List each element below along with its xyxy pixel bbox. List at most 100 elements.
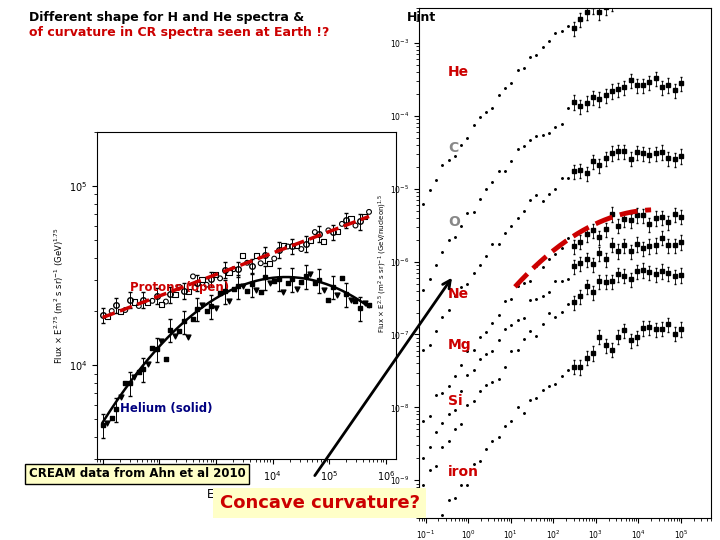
Point [436, 389, 448, 397]
Point [449, 292, 461, 300]
Text: O: O [448, 215, 460, 230]
Point [518, 408, 530, 417]
Point [537, 320, 549, 328]
Point [468, 366, 480, 375]
Point [197, 275, 208, 284]
Text: Si: Si [448, 394, 463, 408]
Point [133, 367, 145, 376]
Point [562, 275, 574, 284]
Point [364, 207, 375, 216]
Point [350, 221, 361, 230]
Point [223, 296, 235, 305]
Point [255, 288, 266, 296]
Point [505, 416, 517, 425]
Point [499, 229, 510, 238]
Point [524, 277, 536, 286]
Point [462, 209, 473, 218]
Point [493, 166, 505, 175]
Point [474, 387, 486, 395]
Point [418, 200, 429, 208]
Point [169, 332, 181, 341]
Point [215, 274, 226, 282]
Text: CREAM data from Ahn et al 2010: CREAM data from Ahn et al 2010 [29, 467, 246, 480]
Point [449, 151, 461, 160]
Point [318, 286, 330, 294]
Point [449, 493, 461, 502]
Point [499, 167, 510, 176]
Point [544, 129, 555, 137]
Point [544, 308, 555, 317]
Point [443, 437, 454, 445]
Point [462, 280, 473, 288]
Text: C: C [448, 141, 459, 156]
Point [512, 281, 523, 290]
Point [106, 414, 117, 423]
Point [474, 112, 486, 121]
Point [318, 238, 330, 246]
Point [537, 197, 549, 206]
Point [336, 220, 348, 228]
Point [544, 254, 555, 263]
Point [493, 91, 505, 100]
Point [237, 281, 248, 290]
Point [411, 208, 423, 217]
Point [160, 355, 171, 363]
Point [487, 377, 498, 386]
Point [487, 437, 498, 445]
Point [544, 382, 555, 390]
Point [556, 372, 567, 380]
Y-axis label: Flux $\times$ E$^{2.75}$ (m$^{2}$ s sr)$^{-1}$ (GeV)$^{1.75}$: Flux $\times$ E$^{2.75}$ (m$^{2}$ s sr)$… [53, 227, 66, 364]
Point [359, 212, 370, 221]
Point [562, 104, 574, 112]
Point [462, 481, 473, 489]
Point [228, 285, 239, 293]
Point [487, 319, 498, 327]
Point [549, 380, 561, 389]
Point [518, 207, 530, 215]
Point [549, 184, 561, 193]
Point [295, 278, 307, 287]
Point [544, 288, 555, 296]
Point [251, 286, 262, 294]
Point [431, 521, 442, 530]
Point [449, 406, 461, 414]
Point [468, 346, 480, 354]
X-axis label: Energy (GeV): Energy (GeV) [207, 488, 286, 501]
Point [129, 373, 140, 381]
Point [468, 208, 480, 217]
Point [556, 27, 567, 36]
Point [350, 297, 361, 306]
Point [455, 420, 467, 428]
Point [487, 240, 498, 248]
Point [537, 292, 549, 301]
Point [449, 424, 461, 433]
Point [282, 242, 294, 251]
Point [169, 291, 181, 299]
Point [102, 312, 113, 321]
Point [197, 300, 208, 309]
Point [531, 51, 542, 60]
Point [549, 123, 561, 131]
Point [512, 316, 523, 325]
Point [556, 307, 567, 316]
Point [309, 228, 320, 237]
Point [549, 28, 561, 37]
Point [277, 241, 289, 250]
Point [133, 302, 145, 310]
Point [487, 347, 498, 355]
Text: Mg: Mg [448, 338, 472, 352]
Point [549, 277, 561, 286]
Point [493, 310, 505, 319]
Point [544, 37, 555, 46]
Point [345, 295, 356, 304]
Point [531, 294, 542, 303]
Point [291, 285, 302, 293]
Point [537, 131, 549, 140]
Point [418, 454, 429, 463]
Point [269, 254, 280, 263]
Point [277, 288, 289, 296]
Point [512, 214, 523, 222]
Text: Different shape for H and He spectra &: Different shape for H and He spectra & [29, 11, 304, 24]
Point [462, 401, 473, 409]
Point [241, 287, 253, 295]
